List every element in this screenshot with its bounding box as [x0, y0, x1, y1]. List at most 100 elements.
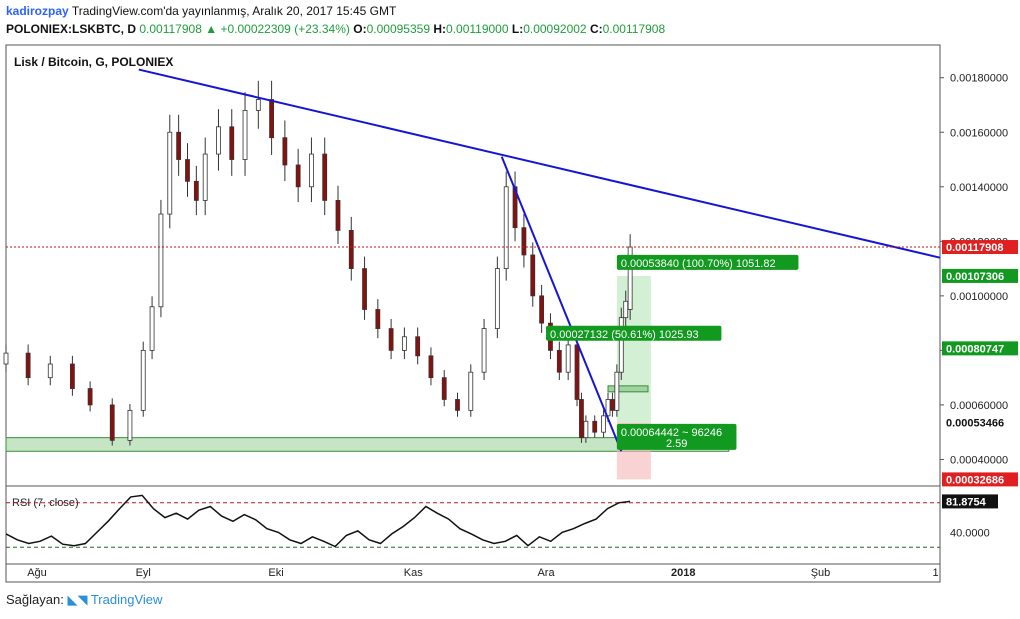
- price-label: 0.00053466: [946, 418, 1004, 430]
- rsi-label: RSI (7, close): [12, 497, 79, 509]
- candle: [69, 363, 75, 389]
- y-tick-label: 0.00160000: [950, 127, 1008, 139]
- candle: [623, 300, 629, 319]
- candle: [601, 415, 606, 433]
- candle: [441, 377, 447, 400]
- trendline-1: [138, 68, 941, 259]
- footer-label: Sağlayan:: [6, 592, 64, 607]
- candle: [375, 309, 381, 329]
- rsi-tick-label: 40.0000: [950, 527, 990, 539]
- candle: [269, 99, 274, 139]
- price-label: 0.00117908: [946, 242, 1004, 254]
- candle: [140, 349, 146, 411]
- symbol-name: POLONIEX:LSKBTC, D: [6, 22, 137, 36]
- candle: [614, 371, 620, 411]
- x-tick-label: Kas: [404, 567, 423, 579]
- candle: [583, 420, 589, 439]
- price-label-box: [942, 240, 1018, 255]
- candle: [167, 131, 173, 215]
- close-value: 0.00117908: [602, 22, 666, 36]
- candle: [127, 409, 133, 441]
- rsi-line: [5, 494, 631, 548]
- candle: [610, 399, 615, 411]
- candle: [282, 137, 288, 166]
- candle: [335, 200, 341, 231]
- annotation-text: 0.00064442 ~ 96246: [621, 427, 722, 439]
- x-tick-label: Eki: [268, 567, 283, 579]
- candle: [216, 126, 221, 155]
- candle: [539, 295, 545, 324]
- candle: [512, 186, 518, 229]
- last-price: 0.00117908: [139, 22, 202, 36]
- x-tick-label: Ağu: [27, 567, 47, 579]
- published-text: TradingView.com'da yayınlanmış, Aralık 2…: [71, 4, 397, 18]
- footer: Sağlayan: ◣◥ TradingView: [6, 592, 162, 608]
- up-arrow-icon: ▲: [205, 22, 218, 36]
- price-label: 0.00032686: [946, 474, 1004, 486]
- publish-info: kadirozpay TradingView.com'da yayınlanmı…: [6, 4, 396, 18]
- price-chart[interactable]: Lisk / Bitcoin, G, POLONIEX 0.00180000 0.0…: [0, 40, 1020, 585]
- candle: [202, 153, 208, 201]
- candle: [158, 213, 164, 308]
- annotation-text: 0.00053840 (100.70%) 1051.82: [621, 258, 776, 270]
- trendline-2: [500, 156, 623, 452]
- plot-frame: [5, 44, 941, 583]
- candle: [47, 363, 53, 379]
- x-tick-label: Şub: [811, 567, 831, 579]
- price-label: 0.00107306: [946, 271, 1004, 283]
- price-label-box: [942, 472, 1018, 487]
- candle: [503, 186, 509, 269]
- candle: [185, 159, 190, 182]
- candle: [428, 355, 434, 379]
- candle: [193, 180, 199, 201]
- candle: [494, 268, 500, 329]
- candle: [3, 352, 9, 365]
- symbol-info: POLONIEX:LSKBTC, D 0.00117908 ▲ +0.00022…: [6, 22, 666, 36]
- candle: [322, 153, 328, 201]
- annotation-text: 0.00027132 (50.61%) 1025.93: [550, 329, 699, 341]
- candle: [415, 336, 421, 357]
- candle: [530, 254, 536, 297]
- tradingview-brand[interactable]: TradingView: [90, 592, 163, 607]
- price-change: +0.00022309 (+23.34%): [220, 22, 350, 36]
- price-label-box: [942, 341, 1018, 356]
- candle: [521, 227, 527, 256]
- candle: [176, 131, 182, 160]
- candle: [87, 388, 93, 406]
- rsi-last-value: 81.8754: [946, 496, 987, 508]
- candle: [574, 344, 580, 400]
- rsi-last-box: [942, 494, 998, 509]
- high-value: 0.00119000: [446, 22, 509, 36]
- x-tick-label: Ara: [537, 567, 555, 579]
- candle: [229, 126, 235, 160]
- candle: [362, 268, 367, 310]
- chart-title: Lisk / Bitcoin, G, POLONIEX: [14, 55, 173, 69]
- price-label-box: [942, 415, 1018, 430]
- candle: [605, 399, 611, 417]
- author-name[interactable]: kadirozpay: [6, 4, 69, 18]
- candle: [109, 404, 115, 441]
- annotation-text-2: 2.59: [666, 438, 687, 450]
- y-tick-label: 0.00180000: [950, 73, 1008, 85]
- candle: [295, 164, 301, 188]
- price-label: 0.00080747: [946, 343, 1004, 355]
- x-tick-label: 2018: [671, 567, 695, 579]
- candle: [401, 336, 407, 351]
- annotation-box: [546, 325, 722, 341]
- low-value: 0.00092002: [523, 22, 587, 36]
- candle: [25, 352, 31, 379]
- y-tick-label: 0.00140000: [950, 182, 1008, 194]
- candle: [618, 317, 624, 373]
- candle: [481, 328, 487, 373]
- y-tick-label: 0.00060000: [950, 400, 1008, 412]
- open-value: 0.00095359: [366, 22, 430, 36]
- candle: [565, 344, 571, 373]
- x-tick-label: 1: [933, 567, 939, 579]
- candle: [556, 349, 562, 373]
- candle: [579, 399, 584, 439]
- candle: [149, 306, 155, 351]
- candle: [348, 230, 354, 269]
- consolidation-box: [607, 385, 649, 393]
- tradingview-logo-icon[interactable]: ◣◥: [67, 592, 88, 607]
- candle: [388, 328, 394, 351]
